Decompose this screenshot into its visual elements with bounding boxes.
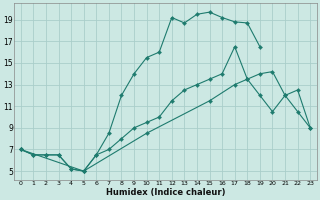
X-axis label: Humidex (Indice chaleur): Humidex (Indice chaleur) <box>106 188 225 197</box>
